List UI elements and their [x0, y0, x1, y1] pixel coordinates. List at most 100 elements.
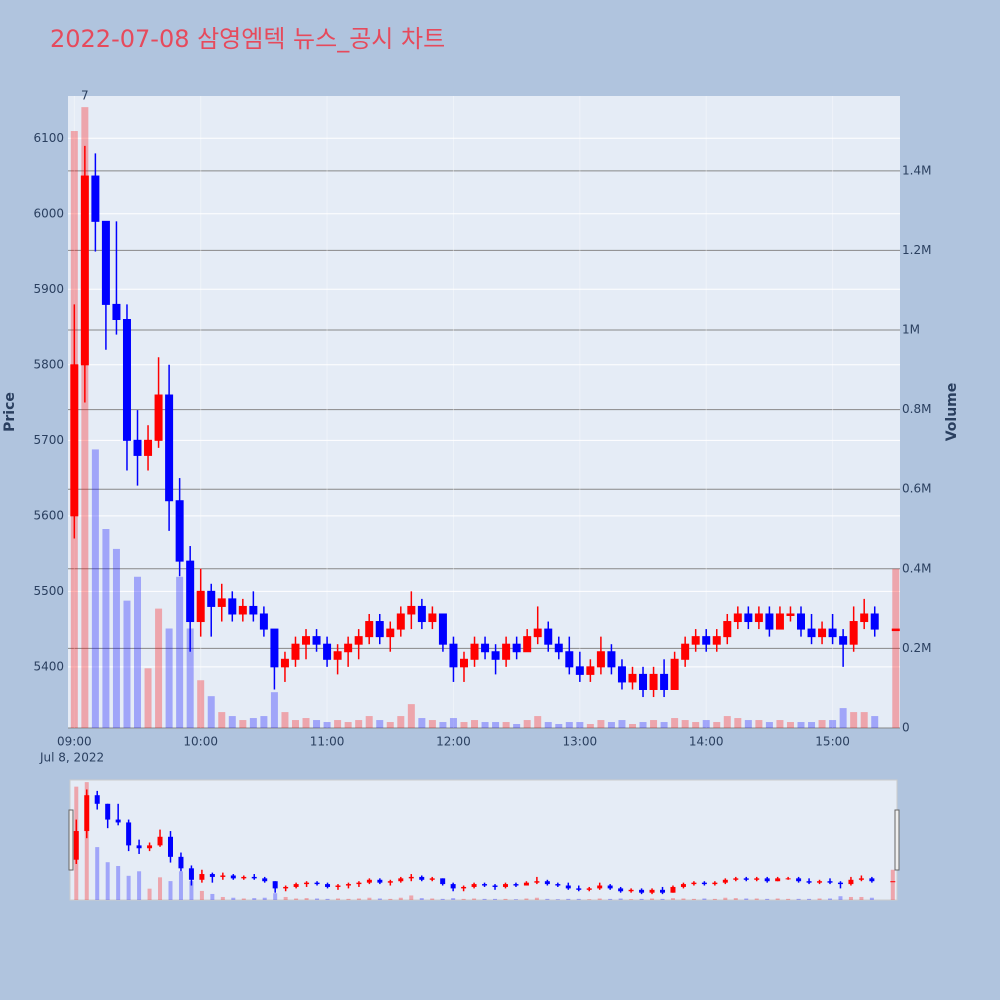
slider-candle-body	[869, 878, 875, 882]
slider-candle-body	[136, 845, 142, 849]
candle-body	[554, 643, 563, 653]
volume-bar	[481, 722, 489, 728]
x-tick-label: 12:00	[436, 735, 471, 749]
volume-bar	[586, 724, 594, 728]
volume-bar	[323, 722, 331, 728]
candle-body	[649, 673, 658, 690]
slider-volume-bar	[890, 869, 895, 900]
slider-handle-right[interactable]	[894, 809, 900, 871]
slider-volume-bar	[786, 898, 791, 900]
candle-body	[333, 651, 342, 660]
slider-candle-body	[660, 889, 666, 893]
slider-candle-body	[84, 795, 90, 832]
y2-tick-label: 1M	[902, 323, 920, 337]
slider-candle-body	[440, 878, 446, 885]
candle-body	[91, 175, 100, 222]
volume-bar	[555, 724, 563, 728]
slider-volume-bar	[283, 896, 288, 900]
candle-body	[165, 394, 174, 502]
volume-bar	[165, 628, 173, 728]
volume-bar	[650, 720, 658, 728]
candle-body	[702, 636, 711, 645]
y2-tick-label: 0.2M	[902, 641, 931, 655]
volume-bar	[123, 600, 131, 728]
volume-bar	[502, 722, 510, 728]
slider-candle-body	[806, 881, 812, 883]
candle-body	[733, 613, 742, 623]
slider-candle-body	[73, 831, 79, 860]
y2-tick-label: 0.4M	[902, 561, 931, 575]
candle-body	[249, 605, 258, 615]
slider-volume-bar	[775, 898, 780, 900]
slider-candle-body	[167, 836, 173, 857]
slider-candle-body	[325, 884, 331, 887]
slider-candle-body	[890, 881, 896, 883]
slider-volume-bar	[545, 898, 550, 900]
slider-candle-body	[272, 881, 278, 889]
y-tick-label: 6100	[33, 131, 64, 145]
slider-candle-body	[199, 874, 205, 880]
slider-volume-bar	[723, 897, 728, 900]
volume-bar	[344, 722, 352, 728]
candle-body	[428, 613, 437, 623]
slider-volume-bar	[147, 888, 152, 900]
slider-candle-body	[251, 876, 257, 879]
candle-body	[375, 621, 384, 638]
slider-volume-bar	[116, 865, 121, 900]
x-date-label: Jul 8, 2022	[39, 751, 104, 765]
candle-body	[849, 621, 858, 645]
slider-candle-body	[827, 881, 833, 883]
slider-volume-bar	[84, 782, 89, 900]
slider-volume-bar	[231, 897, 236, 900]
volume-bar	[639, 722, 647, 728]
slider-handle-left[interactable]	[68, 809, 74, 871]
slider-volume-bar	[513, 899, 518, 900]
slider-volume-bar	[409, 895, 414, 900]
slider-volume-bar	[597, 898, 602, 900]
slider-candle-body	[366, 879, 372, 883]
slider-candle-body	[858, 878, 864, 880]
candle-body	[70, 364, 79, 517]
y-tick-label: 5500	[33, 584, 64, 598]
slider-candle-body	[94, 795, 100, 804]
slider-volume-bar	[126, 875, 131, 900]
candle-body	[417, 605, 426, 623]
y2-tick-label: 0.8M	[902, 402, 931, 416]
slider-candle-body	[775, 878, 781, 882]
slider-candle-body	[555, 884, 561, 886]
range-slider[interactable]	[69, 779, 898, 901]
volume-bar	[134, 576, 142, 728]
volume-bar	[850, 712, 858, 728]
slider-candle-body	[523, 882, 529, 886]
y2-tick-label: 0	[902, 721, 910, 735]
candle-body	[259, 613, 268, 630]
slider-volume-bar	[482, 898, 487, 900]
candle-body	[670, 658, 679, 690]
slider-volume-bar	[168, 881, 173, 900]
slider-candle-body	[471, 884, 477, 887]
volume-bar	[228, 716, 236, 728]
slider-candle-body	[492, 885, 498, 887]
candle-body	[459, 658, 468, 668]
y2-tick-label: 1.4M	[902, 163, 931, 177]
candle-body	[544, 628, 553, 645]
candle-body	[533, 628, 542, 638]
volume-bar	[681, 720, 689, 728]
slider-candle-body	[220, 875, 226, 877]
volume-bar	[313, 720, 321, 728]
x-tick-label: 15:00	[815, 735, 850, 749]
candle-body	[112, 303, 121, 321]
volume-bar	[628, 724, 636, 728]
slider-candle-body	[733, 878, 739, 880]
candle-body	[712, 636, 721, 645]
volume-bar	[302, 718, 310, 728]
slider-candle-body	[115, 819, 121, 823]
volume-bar	[281, 712, 289, 728]
slider-volume-bar	[220, 896, 225, 900]
candle-body	[207, 590, 216, 607]
volume-bar	[397, 716, 405, 728]
volume-bar	[786, 722, 794, 728]
slider-volume-bar	[388, 898, 393, 900]
volume-bar	[81, 107, 89, 729]
slider-volume-bar	[702, 898, 707, 900]
